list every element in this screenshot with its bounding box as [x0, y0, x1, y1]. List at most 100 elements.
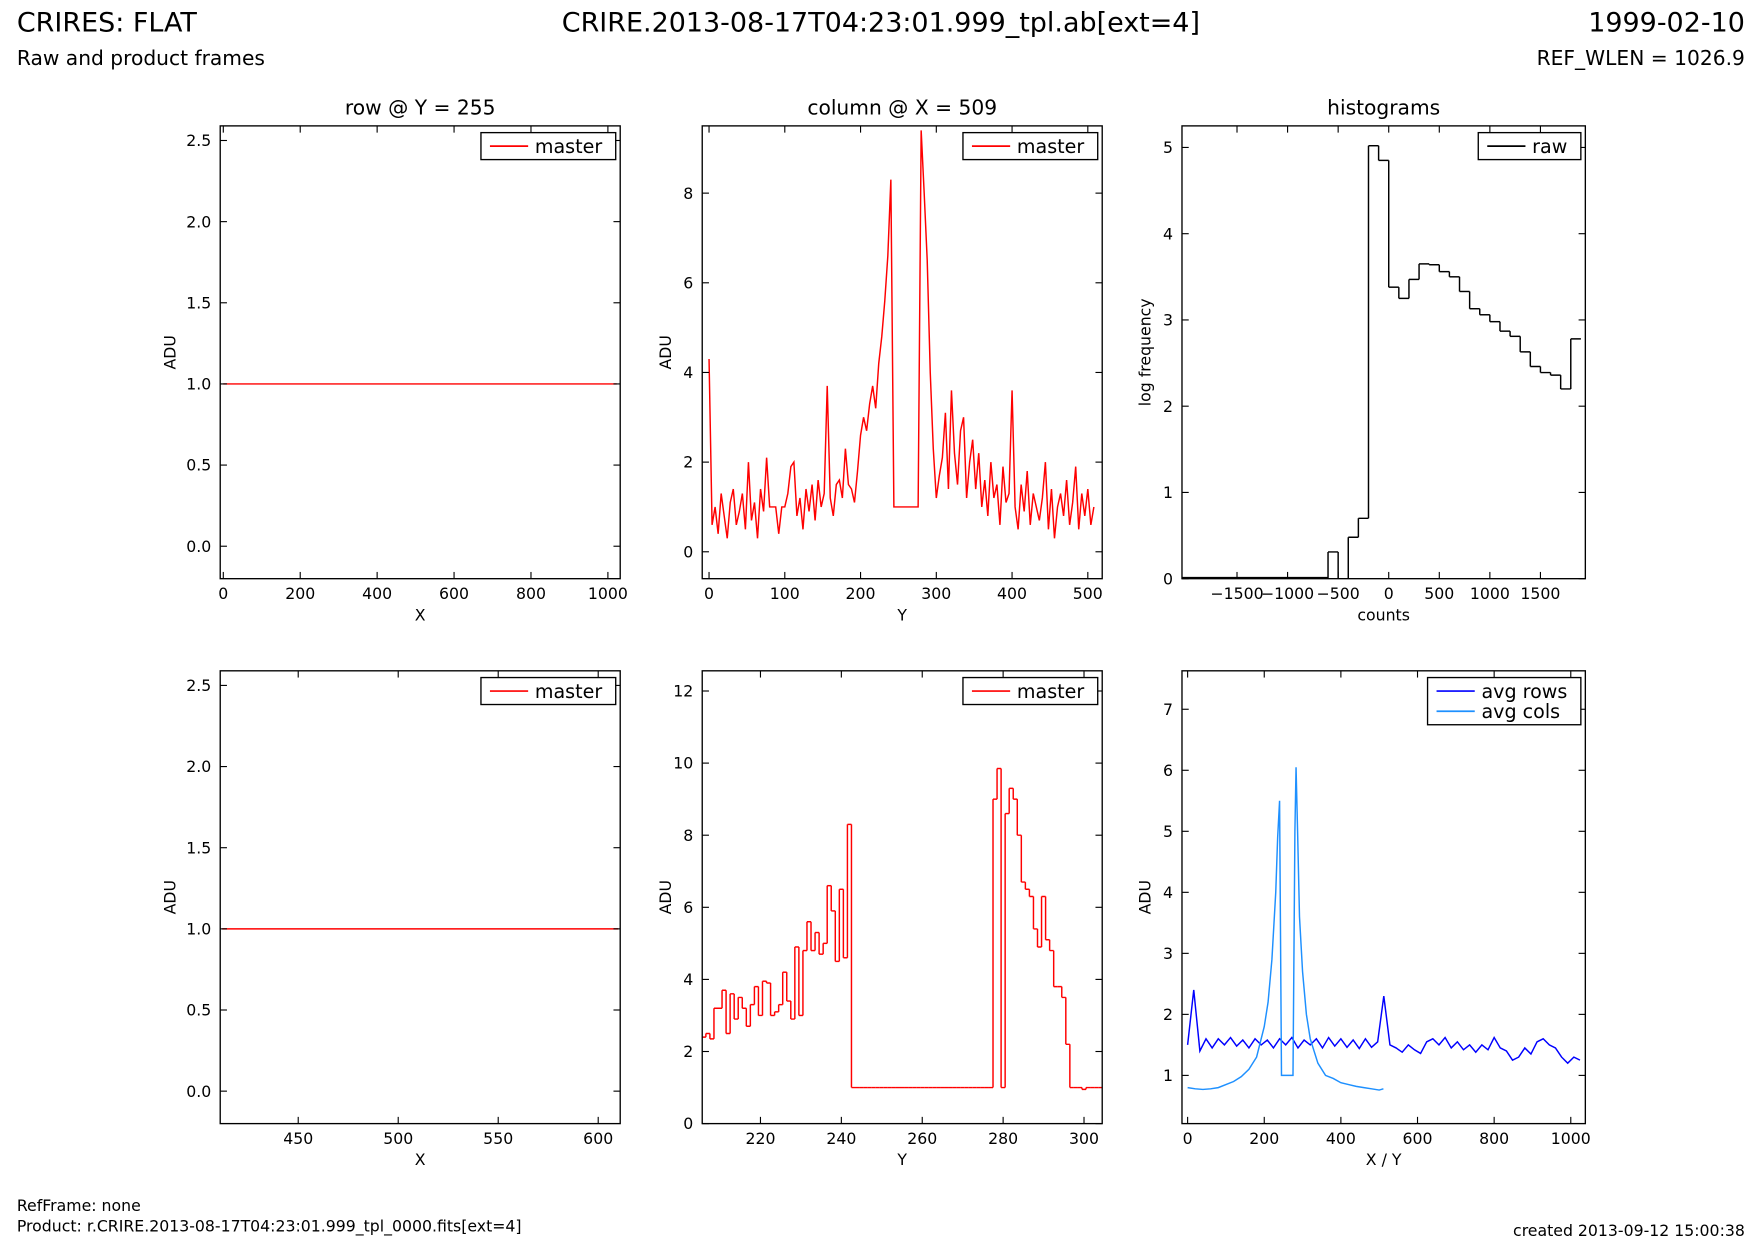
axes-frame	[701, 670, 1103, 1125]
y-tick-label: 2.5	[186, 131, 211, 150]
legend-label: master	[1017, 135, 1084, 158]
x-tick-label: 800	[516, 584, 546, 603]
x-tick-label: 400	[362, 584, 392, 603]
axes-frame	[701, 125, 1103, 580]
x-tick-label: 200	[1249, 1129, 1279, 1148]
axes-frame	[219, 670, 621, 1125]
y-tick-label: 0.5	[186, 456, 211, 475]
x-axis-label: X / Y	[1366, 1150, 1402, 1169]
legend-box	[1426, 676, 1582, 726]
page-title: CRIRES: FLAT	[17, 8, 197, 39]
y-tick-label: 0.5	[186, 1001, 211, 1020]
subtitle: Raw and product frames	[17, 46, 265, 70]
panel-title: row @ Y = 255	[345, 96, 496, 120]
y-axis-label: log frequency	[1136, 298, 1155, 406]
y-tick-label: 0	[1163, 569, 1173, 588]
y-tick-label: 2	[1163, 397, 1173, 416]
y-tick-label: 1.5	[186, 293, 211, 312]
y-tick-label: 6	[683, 273, 693, 292]
x-tick-label: 280	[988, 1129, 1018, 1148]
x-tick-label: 300	[921, 584, 951, 603]
plot-area	[702, 767, 1103, 1091]
legend-label: master	[535, 680, 602, 703]
product: Product: r.CRIRE.2013-08-17T04:23:01.999…	[17, 1216, 522, 1236]
legend: raw	[1477, 131, 1582, 161]
y-tick-label: 5	[1163, 138, 1173, 157]
x-tick-label: 1000	[1470, 584, 1510, 603]
y-axis-label: ADU	[656, 335, 675, 369]
panel: 450 500 550 600 0.0 0.5 1.0 1.5 2.0 2.5 X ADU master	[160, 670, 621, 1169]
panel: −1500−1000 −500 0 500 1000 1500 0 1 2 3 4 5 histogra…	[1136, 96, 1587, 624]
y-tick-label: 5	[1163, 822, 1173, 841]
panel: 0 200 400 600 800 1000 0.0 0.5 1.0 1.5 2.0 2.5 row @…	[160, 96, 628, 625]
y-tick-label: 2.0	[186, 757, 211, 776]
y-tick-label: 6	[1163, 761, 1173, 780]
y-tick-label: 2	[683, 453, 693, 472]
y-tick-label: 1.0	[186, 375, 211, 394]
created: created 2013-09-12 15:00:38	[1513, 1221, 1745, 1240]
x-tick-label: 260	[907, 1129, 937, 1148]
x-tick-label: 1000	[588, 584, 628, 603]
y-tick-label: 1	[1163, 483, 1173, 502]
legend: master	[480, 676, 617, 706]
y-tick-label: 6	[683, 898, 693, 917]
file-title: CRIRE.2013-08-17T04:23:01.999_tpl.ab[ext…	[562, 8, 1200, 39]
axes-frame	[1181, 125, 1587, 580]
x-tick-label: −1000	[1261, 584, 1314, 603]
x-tick-label: 0	[1384, 584, 1394, 603]
legend-label: master	[535, 135, 602, 158]
y-tick-label: 1.5	[186, 838, 211, 857]
x-tick-label: 100	[770, 584, 800, 603]
x-tick-label: 500	[1073, 584, 1103, 603]
y-tick-label: 1.0	[186, 919, 211, 938]
y-tick-label: 12	[673, 682, 693, 701]
ref-frame: RefFrame: none	[17, 1196, 141, 1215]
y-tick-label: 8	[683, 826, 693, 845]
ref-wlen: REF_WLEN = 1026.9	[1537, 46, 1745, 70]
panel: 220 240 260 280 300 0 2 4 6 8 10 12 Y ADU master	[656, 670, 1103, 1169]
legend-label: avg cols	[1481, 700, 1560, 723]
data-line	[708, 130, 1095, 539]
y-tick-label: 4	[683, 363, 693, 382]
x-axis-label: counts	[1357, 605, 1410, 624]
y-tick-label: 8	[683, 184, 693, 203]
x-tick-label: 500	[1424, 584, 1454, 603]
x-tick-label: −500	[1317, 584, 1360, 603]
x-axis-label: Y	[896, 605, 907, 624]
x-tick-label: 450	[283, 1129, 313, 1148]
y-tick-label: 2.5	[186, 676, 211, 695]
plot-area	[708, 130, 1095, 539]
y-axis-label: ADU	[160, 880, 179, 914]
x-tick-label: 600	[1403, 1129, 1433, 1148]
date: 1999-02-10	[1588, 8, 1745, 39]
legend: master	[480, 131, 617, 161]
y-tick-label: 3	[1163, 944, 1173, 963]
y-tick-label: 2.0	[186, 212, 211, 231]
x-tick-label: 200	[846, 584, 876, 603]
panel-title: column @ X = 509	[807, 96, 997, 120]
y-tick-label: 4	[683, 970, 693, 989]
y-tick-label: 0.0	[186, 1082, 211, 1101]
y-tick-label: 2	[683, 1042, 693, 1061]
y-tick-label: 10	[673, 754, 693, 773]
x-tick-label: 240	[826, 1129, 856, 1148]
y-tick-label: 7	[1163, 700, 1173, 719]
y-axis-label: ADU	[1136, 880, 1155, 914]
y-axis-label: ADU	[656, 880, 675, 914]
panel-title: histograms	[1327, 96, 1440, 120]
x-tick-label: 600	[439, 584, 469, 603]
x-tick-label: 550	[483, 1129, 513, 1148]
y-tick-label: 4	[1163, 224, 1173, 243]
panel: 0 100 200 300 400 500 0 2 4 6 8 column @ X = 509 Y AD…	[656, 96, 1103, 624]
data-line	[1187, 767, 1384, 1091]
x-axis-label: Y	[896, 1150, 907, 1169]
y-tick-label: 1	[1163, 1066, 1173, 1085]
y-tick-label: 3	[1163, 311, 1173, 330]
legend: master	[962, 131, 1099, 161]
x-tick-label: 1000	[1551, 1129, 1591, 1148]
x-tick-label: 800	[1479, 1129, 1509, 1148]
y-tick-label: 4	[1163, 883, 1173, 902]
